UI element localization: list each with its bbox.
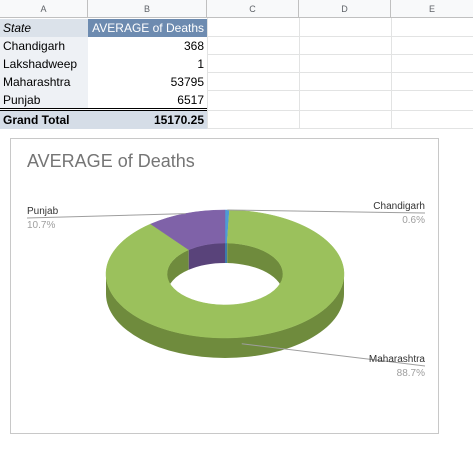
donut-chart: Punjab 10.7% Chandigarh 0.6% Maharashtra 88.7… <box>26 201 426 379</box>
slice-percent-chandigarh: 0.6% <box>402 215 425 226</box>
grid-line <box>0 36 473 37</box>
donut-chart-panel[interactable]: AVERAGE of Deaths Punjab 10.7% Chandigarh 0… <box>10 138 439 434</box>
slice-label-maharashtra: Maharashtra <box>369 354 426 365</box>
slice-percent-maharashtra: 88.7% <box>397 368 425 379</box>
leader-line-chandigarh <box>227 209 426 214</box>
grid-line <box>0 90 473 91</box>
column-header-bar: A B C D E <box>0 0 473 18</box>
slice-inner-chandigarh <box>225 243 228 264</box>
grid-line <box>299 18 300 128</box>
grid-line <box>0 72 473 73</box>
slice-maharashtra[interactable] <box>105 209 345 339</box>
slice-inner-maharashtra <box>167 249 189 294</box>
slice-label-chandigarh: Chandigarh <box>373 201 425 212</box>
slice-percent-punjab: 10.7% <box>27 220 55 231</box>
pivot-header-measure[interactable]: AVERAGE of Deaths <box>88 19 207 37</box>
column-header-d[interactable]: D <box>299 0 391 18</box>
pivot-row: Chandigarh 368 <box>0 37 207 55</box>
column-header-a[interactable]: A <box>0 0 88 18</box>
grid-line <box>0 110 473 111</box>
pivot-header-row: State AVERAGE of Deaths <box>0 19 207 37</box>
grid-line <box>207 18 208 128</box>
leader-line-punjab <box>26 213 186 219</box>
column-header-c[interactable]: C <box>207 0 299 18</box>
pivot-cell-state[interactable]: Chandigarh <box>0 37 88 55</box>
pivot-cell-value[interactable]: 53795 <box>88 73 207 91</box>
pivot-row: Maharashtra 53795 <box>0 73 207 91</box>
pivot-total-value[interactable]: 15170.25 <box>88 111 207 129</box>
slice-side-maharashtra <box>106 274 344 358</box>
pivot-row: Lakshadweep 1 <box>0 55 207 73</box>
pivot-row: Punjab 6517 <box>0 91 207 109</box>
grid-line <box>0 128 473 129</box>
column-header-e[interactable]: E <box>428 4 435 14</box>
chart-title: AVERAGE of Deaths <box>27 151 195 171</box>
grid-line <box>391 18 392 128</box>
pivot-cell-value[interactable]: 1 <box>88 55 207 73</box>
slice-punjab[interactable] <box>150 209 226 251</box>
pivot-cell-state[interactable]: Lakshadweep <box>0 55 88 73</box>
pivot-header-state[interactable]: State <box>0 19 88 37</box>
pivot-cell-value[interactable]: 368 <box>88 37 207 55</box>
slice-inner-maharashtra <box>227 243 283 294</box>
pivot-total-row: Grand Total 15170.25 <box>0 111 207 129</box>
pivot-cell-value[interactable]: 6517 <box>88 91 207 109</box>
grid-line <box>0 54 473 55</box>
grand-total-border <box>0 108 207 111</box>
slice-inner-punjab <box>188 243 225 270</box>
slice-label-punjab: Punjab <box>27 206 59 217</box>
pivot-cell-state[interactable]: Punjab <box>0 91 88 109</box>
pivot-total-label[interactable]: Grand Total <box>0 111 88 129</box>
pivot-cell-state[interactable]: Maharashtra <box>0 73 88 91</box>
leader-line-maharashtra <box>241 343 426 367</box>
column-header-b[interactable]: B <box>88 0 207 18</box>
